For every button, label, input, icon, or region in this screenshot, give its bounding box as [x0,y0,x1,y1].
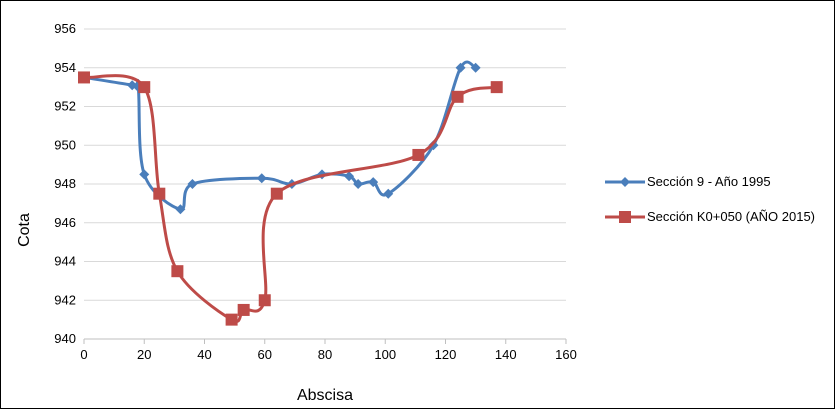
y-tick-label: 956 [54,21,76,36]
data-point [78,71,90,84]
data-point [344,171,355,182]
x-tick-label: 80 [318,347,332,362]
data-point [187,179,198,189]
data-point [138,81,151,94]
data-point [270,187,283,200]
y-tick-label: 950 [54,137,76,152]
y-tick-label: 944 [54,254,76,269]
x-axis-title: Abscisa [297,387,353,404]
x-tick-label: 120 [435,347,457,362]
data-point [139,169,150,180]
data-point [171,265,184,278]
data-point [258,294,271,307]
y-tick-label: 948 [54,176,76,191]
legend: Sección 9 - Año 1995 Sección K0+050 (AÑO … [605,174,815,224]
data-point [368,177,379,188]
legend-label: Sección K0+050 (AÑO 2015) [647,209,815,224]
y-tick-label: 954 [54,60,76,75]
data-point [470,62,481,73]
series-layer [78,60,503,326]
x-tick-label: 140 [495,347,517,362]
data-point [490,81,503,94]
x-tick-label: 160 [555,347,577,362]
x-tick-label: 0 [80,347,87,362]
x-tick-label: 40 [197,347,211,362]
y-tick-label: 940 [54,331,76,346]
legend-marker [620,177,630,187]
axis-layer: 940 942 944 946 948 950 952 954 956 0 20 40 60 80 100 1… [54,21,577,362]
data-point [237,303,250,316]
y-tick-label: 946 [54,215,76,230]
series-line [83,74,498,323]
x-tick-label: 100 [374,347,396,362]
data-point [451,90,464,103]
legend-item-1: Sección 9 - Año 1995 [605,174,771,189]
y-tick-label: 952 [54,99,76,114]
y-axis-title: Cota [16,213,33,247]
data-point [153,187,166,200]
data-point [256,173,267,184]
data-point [175,204,186,215]
series-1 [79,60,481,215]
legend-item-2: Sección K0+050 (AÑO 2015) [605,209,815,224]
series-2 [78,71,503,326]
data-point [225,313,238,326]
x-tick-label: 20 [137,347,151,362]
legend-label: Sección 9 - Año 1995 [647,174,771,189]
data-point [353,179,364,189]
legend-marker [619,211,631,223]
y-tick-label: 942 [54,292,76,307]
x-tick-label: 60 [258,347,272,362]
data-point [383,188,394,199]
data-point [412,148,425,161]
data-point [455,62,466,73]
